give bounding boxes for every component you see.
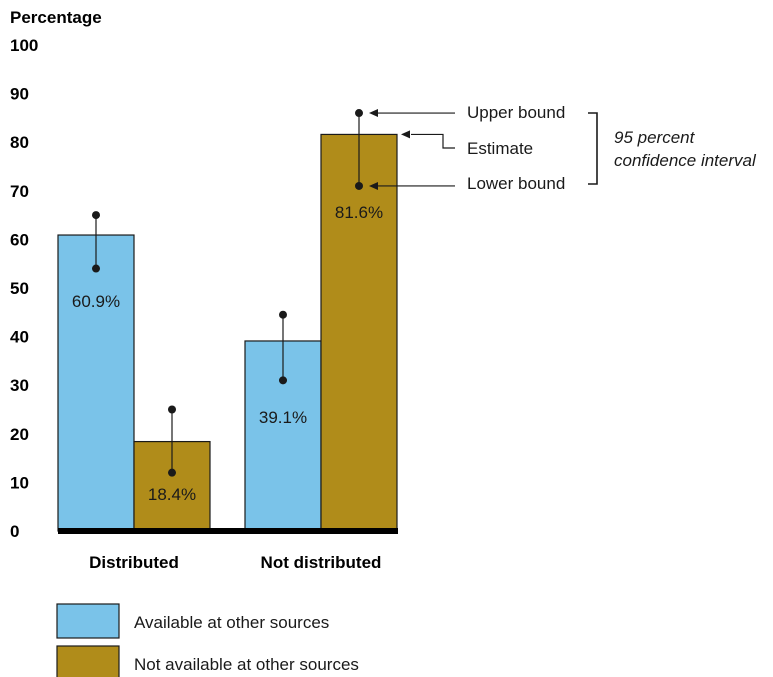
ci-lower-point xyxy=(168,468,176,477)
legend-label: Available at other sources xyxy=(134,613,329,632)
estimate-label: Estimate xyxy=(467,139,533,158)
y-tick-label: 80 xyxy=(10,133,29,152)
bar xyxy=(320,133,398,532)
y-tick-label: 50 xyxy=(10,279,29,298)
bar xyxy=(57,234,135,532)
ci-upper-point xyxy=(279,310,287,319)
ci-upper-point xyxy=(355,109,363,118)
category-label: Not distributed xyxy=(261,553,382,572)
ci-lower-point xyxy=(355,181,363,190)
data-label: 39.1% xyxy=(259,408,307,427)
y-tick-label: 0 xyxy=(10,522,19,541)
lower-bound-arrow-head xyxy=(369,181,378,190)
ci-lower-point xyxy=(92,264,100,273)
data-label: 81.6% xyxy=(335,203,383,222)
y-tick-label: 70 xyxy=(10,182,29,201)
estimate-arrow-head xyxy=(401,130,410,139)
ci-upper-point xyxy=(168,405,176,414)
ci-label-line2: confidence interval xyxy=(614,151,757,170)
y-tick-label: 10 xyxy=(10,473,29,492)
y-tick-label: 90 xyxy=(10,85,29,104)
legend-label: Not available at other sources xyxy=(134,655,359,674)
y-tick-label: 40 xyxy=(10,328,29,347)
lower-bound-label: Lower bound xyxy=(467,174,565,193)
ci-upper-point xyxy=(92,211,100,220)
y-tick-label: 30 xyxy=(10,376,29,395)
y-axis-title: Percentage xyxy=(10,8,102,27)
ci-label-line1: 95 percent xyxy=(614,128,696,147)
data-label: 60.9% xyxy=(72,292,120,311)
legend-swatch xyxy=(56,645,120,677)
ci-lower-point xyxy=(279,376,287,385)
category-label: Distributed xyxy=(89,553,179,572)
legend-swatch xyxy=(56,603,120,639)
estimate-arrow xyxy=(411,133,455,149)
ci-bracket xyxy=(588,112,598,185)
y-tick-label: 100 xyxy=(10,36,38,55)
x-axis-baseline xyxy=(58,528,398,534)
y-tick-label: 20 xyxy=(10,425,29,444)
y-tick-label: 60 xyxy=(10,230,29,249)
upper-bound-label: Upper bound xyxy=(467,103,565,122)
upper-bound-arrow-head xyxy=(369,109,378,118)
data-label: 18.4% xyxy=(148,485,196,504)
